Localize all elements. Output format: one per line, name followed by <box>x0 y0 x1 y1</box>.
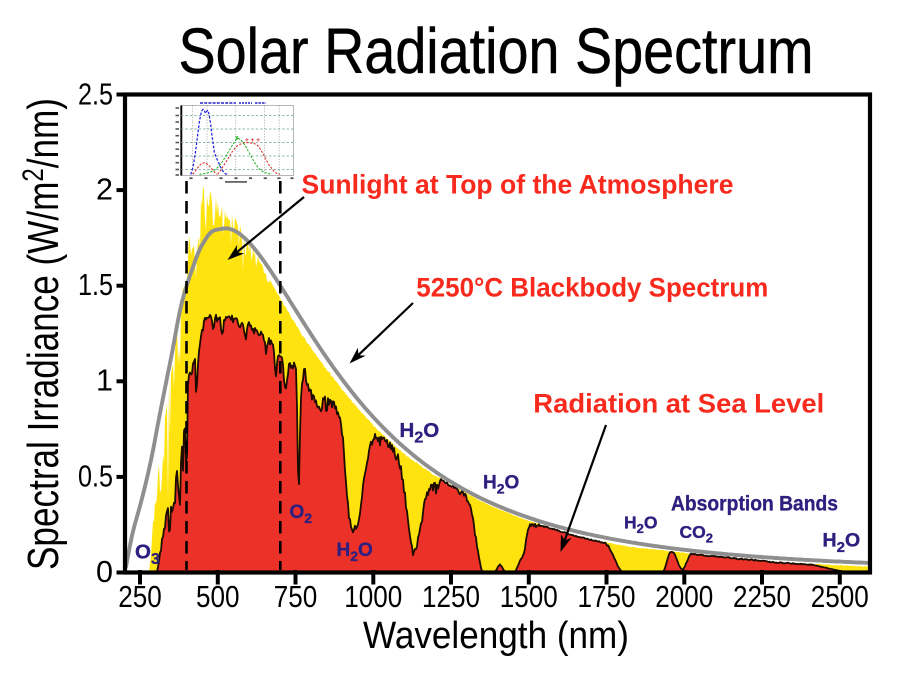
svg-text:Spectral Irradiance (W/m2/nm): Spectral Irradiance (W/m2/nm) <box>17 98 68 570</box>
svg-text:CO2: CO2 <box>680 522 713 546</box>
svg-text:2.5: 2.5 <box>78 77 113 111</box>
svg-text:H2O: H2O <box>483 473 519 497</box>
svg-text:250: 250 <box>118 580 162 614</box>
svg-text:2: 2 <box>96 173 113 207</box>
svg-text:750: 750 <box>274 580 318 614</box>
svg-text:1250: 1250 <box>422 580 480 614</box>
svg-text:Radiation at Sea Level: Radiation at Sea Level <box>533 389 824 419</box>
svg-text:Absorption Bands: Absorption Bands <box>671 492 838 516</box>
svg-text:H2O: H2O <box>337 540 373 564</box>
svg-text:1.5: 1.5 <box>78 268 113 302</box>
svg-text:0: 0 <box>96 555 113 589</box>
svg-text:0.5: 0.5 <box>78 459 113 493</box>
svg-text:1: 1 <box>96 364 113 398</box>
svg-text:2500: 2500 <box>811 580 869 614</box>
svg-text:Solar Radiation Spectrum: Solar Radiation Spectrum <box>179 15 814 87</box>
svg-text:Wavelength (nm): Wavelength (nm) <box>363 615 629 657</box>
svg-text:1750: 1750 <box>578 580 636 614</box>
svg-text:1500: 1500 <box>500 580 558 614</box>
svg-text:5250°C Blackbody Spectrum: 5250°C Blackbody Spectrum <box>416 273 768 303</box>
svg-text:1000: 1000 <box>344 580 402 614</box>
svg-text:2250: 2250 <box>733 580 791 614</box>
svg-text:Sunlight at Top of the Atmosph: Sunlight at Top of the Atmosphere <box>302 170 734 200</box>
svg-text:500: 500 <box>196 580 240 614</box>
svg-text:+ + +: + + + <box>245 137 260 144</box>
svg-text:2000: 2000 <box>655 580 713 614</box>
svg-text:x: x <box>235 135 239 142</box>
